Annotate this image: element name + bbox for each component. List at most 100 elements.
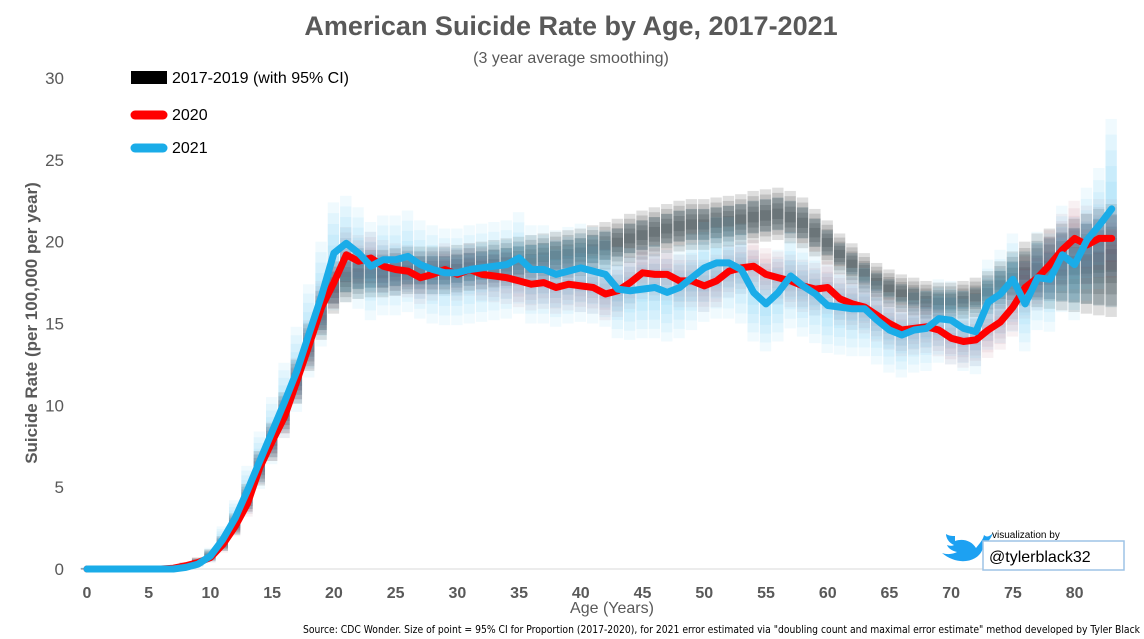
ci-block <box>1105 226 1117 295</box>
ci-tint <box>624 223 636 254</box>
ci-block <box>574 228 586 277</box>
ci-block <box>525 235 537 283</box>
ci-block <box>710 217 722 228</box>
ci-block <box>858 260 870 285</box>
ci-block <box>1019 241 1031 306</box>
ci-block <box>710 237 722 299</box>
ci-block <box>599 226 611 265</box>
ci-block <box>512 212 525 314</box>
x-tick-label: 10 <box>202 585 220 602</box>
ci-block <box>673 200 685 252</box>
ci-block <box>500 220 512 319</box>
ci-block <box>735 214 747 225</box>
ci-tint <box>599 231 611 260</box>
ci-block <box>401 251 414 272</box>
ci-block <box>586 226 599 324</box>
ci-block <box>1031 255 1043 286</box>
ci-block <box>340 206 352 292</box>
legend-swatch-2017-2019 <box>131 71 167 84</box>
ci-block <box>364 268 377 279</box>
ci-block <box>722 195 735 247</box>
ci-block <box>624 233 636 244</box>
ci-block <box>796 261 809 318</box>
ci-block <box>377 249 389 298</box>
ci-block <box>463 225 475 324</box>
ci-block <box>907 285 920 308</box>
ci-block <box>932 297 945 306</box>
ci-block <box>710 217 722 319</box>
ci-block <box>821 220 833 265</box>
ci-block <box>648 282 661 301</box>
x-tick-label: 30 <box>448 585 466 602</box>
ci-tint <box>562 240 574 268</box>
ci-block <box>451 259 463 279</box>
ci-block <box>586 265 599 285</box>
ci-block <box>364 261 377 281</box>
ci-tint <box>549 241 562 270</box>
ci-block <box>809 223 821 243</box>
ci-block <box>389 245 401 286</box>
ci-block <box>982 271 994 314</box>
ci-block <box>401 210 414 313</box>
ci-block <box>661 204 673 254</box>
ci-block <box>512 252 525 274</box>
ci-block <box>537 235 549 314</box>
ci-tint <box>685 208 698 241</box>
ci-block <box>537 252 549 262</box>
ci-block <box>648 244 661 339</box>
ci-block <box>969 289 982 306</box>
ci-block <box>796 280 809 300</box>
ci-block <box>377 259 389 288</box>
ci-tint <box>364 259 377 288</box>
ci-tint <box>821 230 833 255</box>
ci-tint <box>858 262 870 283</box>
ci-block <box>451 263 463 274</box>
ci-block <box>858 257 870 289</box>
credit-box[interactable]: visualization by @tylerblack32 <box>942 530 1125 571</box>
ci-block <box>883 280 895 296</box>
ci-block <box>438 228 451 326</box>
ci-block <box>809 218 821 247</box>
ci-block <box>722 216 735 227</box>
ci-block <box>340 238 352 260</box>
ci-block <box>747 201 759 233</box>
ci-block <box>673 205 685 247</box>
ci-block <box>648 222 661 242</box>
ci-block <box>784 196 796 239</box>
ci-block <box>833 245 846 263</box>
ci-block <box>574 233 586 272</box>
x-tick-label: 20 <box>325 585 343 602</box>
ci-block <box>994 280 1006 290</box>
ci-tint <box>833 243 846 265</box>
credit-handle[interactable]: @tylerblack32 <box>989 549 1091 566</box>
ci-block <box>710 257 722 279</box>
ci-block <box>870 262 883 301</box>
ci-block <box>661 218 673 239</box>
y-tick-label: 20 <box>45 233 64 252</box>
ci-block <box>710 207 722 239</box>
ci-tint <box>340 261 352 293</box>
ci-block <box>796 217 809 228</box>
ci-block <box>982 283 994 301</box>
ci-block <box>1019 248 1031 300</box>
x-tick-label: 45 <box>634 585 652 602</box>
ci-tint <box>944 292 957 311</box>
ci-block <box>747 196 759 239</box>
ci-block <box>735 199 747 240</box>
ci-block <box>1080 253 1093 274</box>
ci-block <box>1068 217 1080 321</box>
ci-block <box>1105 215 1117 306</box>
ci-block <box>636 220 648 250</box>
ci-block <box>858 268 870 277</box>
ci-block <box>525 249 537 269</box>
ci-block <box>772 203 784 225</box>
ci-block <box>821 229 833 256</box>
ci-block <box>932 286 945 317</box>
ci-block <box>500 249 512 290</box>
ci-block <box>969 293 982 302</box>
ci-block <box>525 239 537 278</box>
ci-block <box>389 225 401 306</box>
ci-block <box>364 264 377 284</box>
y-tick-label: 10 <box>45 396 64 415</box>
y-tick-label: 15 <box>45 315 64 334</box>
